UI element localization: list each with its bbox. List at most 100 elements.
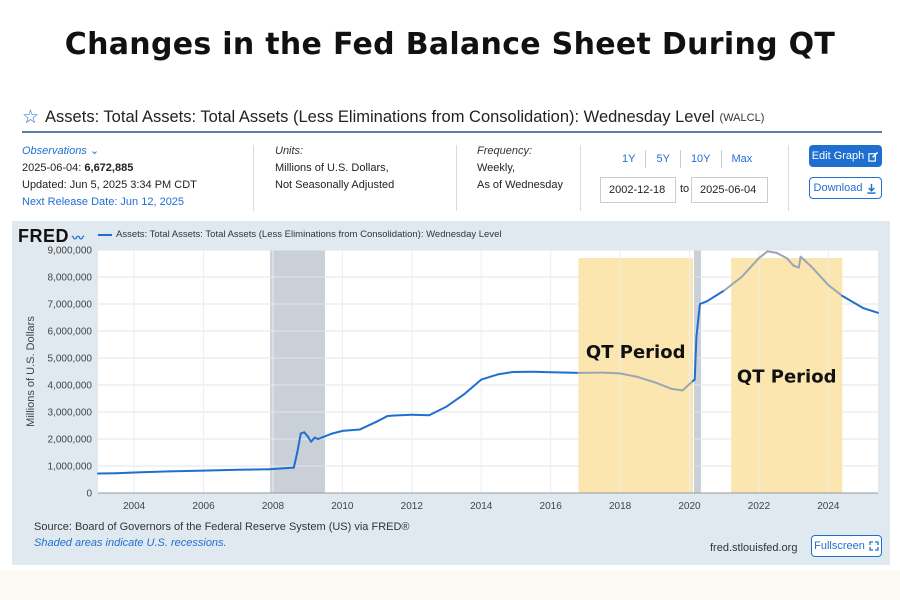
series-segment (324, 432, 333, 438)
series-title-text: Assets: Total Assets: Total Assets (Less… (45, 108, 715, 126)
y-tick-label: 0 (86, 489, 92, 500)
title-rule (22, 131, 882, 133)
series-segment (358, 420, 379, 431)
series-segment (410, 413, 431, 417)
series-segment (497, 371, 514, 376)
series-segment (115, 471, 136, 475)
fred-logo: FRED 〰 (18, 226, 85, 246)
range-10y[interactable]: 10Y (679, 150, 721, 168)
x-tick-label: 2012 (401, 501, 424, 512)
y-axis-label: Millions of U.S. Dollars (25, 316, 37, 427)
series-segment (330, 429, 344, 435)
units-block: Units: Millions of U.S. Dollars, Not Sea… (275, 143, 394, 194)
series-segment (636, 375, 656, 384)
y-tick-label: 6,000,000 (48, 327, 93, 338)
chevron-down-icon: ⌄ (89, 145, 100, 157)
series-segment (619, 372, 639, 378)
series-segment (841, 294, 865, 310)
y-tick-label: 8,000,000 (48, 273, 93, 284)
chart-line-icon: 〰 (72, 231, 85, 245)
series-segment (317, 435, 327, 440)
end-date-input[interactable]: 2025-06-04 (691, 177, 768, 203)
series-segment (797, 255, 802, 269)
x-tick-label: 2020 (678, 501, 701, 512)
series-segment (766, 250, 778, 254)
series-segment (376, 415, 389, 423)
download-icon (867, 183, 877, 194)
series-segment (653, 381, 674, 391)
qt-period-label: QT Period (737, 366, 837, 387)
series-segment (237, 468, 271, 471)
latest-observation: 2025-06-04: 6,672,885 (22, 162, 134, 174)
frequency-line1: Weekly, (477, 162, 516, 174)
series-segment (785, 257, 795, 267)
series-segment (296, 432, 302, 454)
series-segment (705, 289, 726, 303)
y-tick-label: 7,000,000 (48, 300, 93, 311)
series-segment (695, 303, 701, 338)
recession-band (270, 250, 326, 493)
x-tick-label: 2008 (262, 501, 285, 512)
series-segment (723, 276, 743, 292)
series-segment (445, 393, 465, 408)
series-segment (757, 250, 769, 260)
x-tick-label: 2004 (123, 501, 146, 512)
qt-band (731, 258, 843, 493)
y-tick-label: 9,000,000 (48, 246, 93, 257)
series-segment (862, 307, 879, 314)
x-tick-label: 2022 (748, 501, 771, 512)
updated-text: Updated: Jun 5, 2025 3:34 PM CDT (22, 179, 197, 191)
divider (253, 145, 254, 211)
series-segment (810, 265, 830, 287)
legend-label: Assets: Total Assets: Total Assets (Less… (116, 229, 502, 240)
series-segment (775, 251, 788, 260)
frequency-line2: As of Wednesday (477, 179, 564, 191)
series-code: (WALCL) (719, 111, 765, 124)
y-tick-label: 3,000,000 (48, 408, 93, 419)
fullscreen-label: Fullscreen (814, 540, 865, 552)
series-segment (480, 373, 500, 381)
observations-toggle[interactable]: Observations ⌄ (22, 145, 100, 157)
series-segment (428, 405, 448, 417)
series-segment (671, 388, 684, 392)
y-tick-label: 2,000,000 (48, 435, 93, 446)
start-date-input[interactable]: 2002-12-18 (600, 177, 676, 203)
series-segment (202, 468, 240, 472)
to-label: to (680, 183, 690, 195)
series-segment (341, 428, 361, 432)
units-line1: Millions of U.S. Dollars, (275, 162, 389, 174)
y-tick-label: 4,000,000 (48, 381, 93, 392)
qt-band (578, 258, 693, 493)
series-segment (681, 379, 694, 392)
series-segment (462, 378, 483, 396)
series-segment (532, 370, 552, 374)
edit-graph-label: Edit Graph (811, 150, 865, 162)
x-tick-label: 2006 (192, 501, 215, 512)
units-line2: Not Seasonally Adjusted (275, 179, 395, 191)
divider (456, 145, 457, 211)
recession-note: Shaded areas indicate U.S. recessions. (34, 537, 227, 549)
qt-period-label: QT Period (586, 342, 686, 363)
download-button[interactable]: Download (809, 177, 882, 199)
range-max[interactable]: Max (720, 150, 763, 168)
fullscreen-button[interactable]: Fullscreen (811, 535, 882, 557)
series-segment (306, 435, 313, 443)
series-segment (740, 257, 760, 278)
units-label: Units: (275, 145, 304, 157)
divider (580, 145, 581, 211)
edit-icon (868, 151, 879, 162)
recession-band (694, 250, 701, 493)
range-selector: 1Y 5Y 10Y Max (612, 150, 762, 168)
x-tick-label: 2016 (540, 501, 563, 512)
observations-block: Observations ⌄ 2025-06-04: 6,672,885 Upd… (22, 143, 197, 211)
series-segment (292, 451, 299, 469)
range-1y[interactable]: 1Y (622, 153, 636, 165)
star-icon[interactable]: ☆ (22, 107, 40, 128)
edit-graph-button[interactable]: Edit Graph (809, 145, 882, 167)
next-release-link[interactable]: Next Release Date: Jun 12, 2025 (22, 196, 185, 208)
series-segment (133, 470, 170, 474)
x-tick-label: 2010 (331, 501, 354, 512)
range-5y[interactable]: 5Y (645, 150, 679, 168)
page-title: Changes in the Fed Balance Sheet During … (0, 0, 900, 88)
series-title: ☆ Assets: Total Assets: Total Assets (Le… (22, 106, 764, 129)
